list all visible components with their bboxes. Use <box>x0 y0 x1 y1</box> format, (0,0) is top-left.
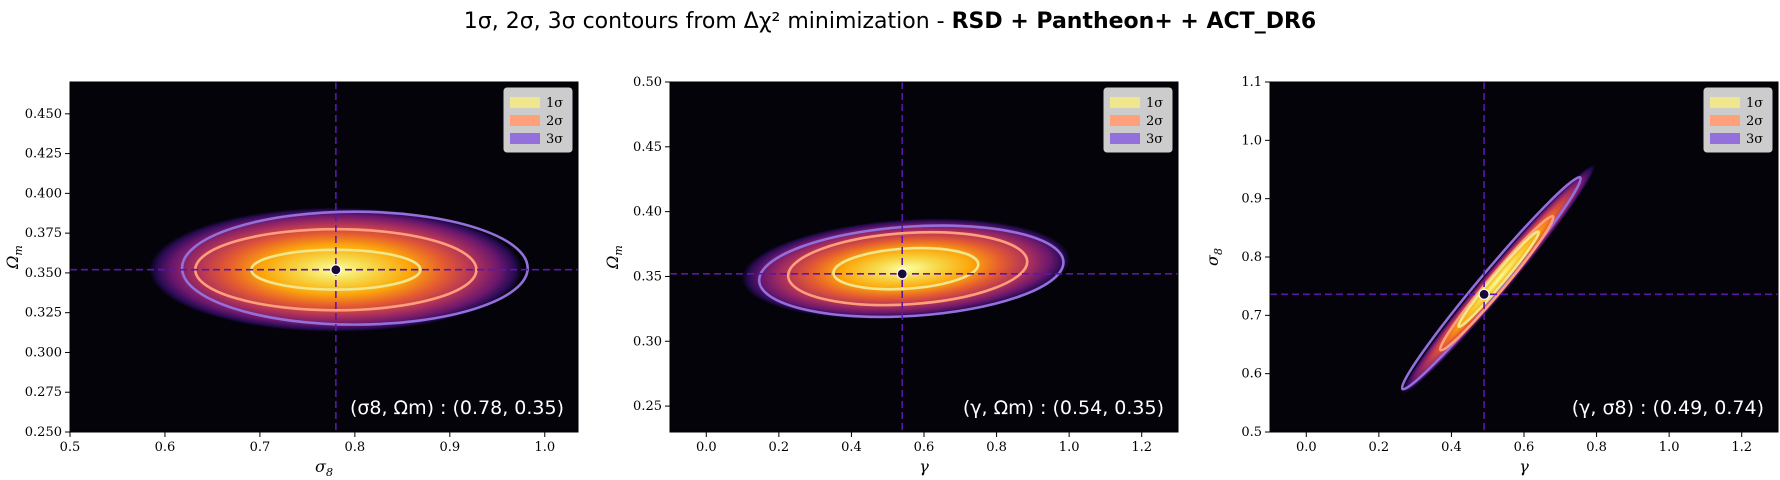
panel-2: 0.0 0.2 0.4 0.6 0.8 1.0 1.2 0.25 0.30 0.35 0.40 0.4… <box>603 75 1179 476</box>
title-prefix: 1σ, 2σ, 3σ contours from Δχ² minimizatio… <box>464 9 952 34</box>
y-tick-label: 0.450 <box>25 107 62 122</box>
x-tick-label: 1.0 <box>1059 440 1080 455</box>
x-tick-label: 0.4 <box>1441 440 1462 455</box>
contour-2sigma <box>1438 214 1555 352</box>
y-tick-label: 0.9 <box>1241 192 1262 207</box>
y-tick-label: 0.300 <box>25 345 62 360</box>
x-tick-label: 0.7 <box>250 440 271 455</box>
plot-frame <box>69 81 579 433</box>
y-axis-label: Ωm <box>3 245 25 270</box>
best-fit-point <box>896 268 908 280</box>
y-tick-label: 0.45 <box>633 140 662 155</box>
legend-label: 3σ <box>1746 132 1763 147</box>
x-tick-label: 0.6 <box>155 440 176 455</box>
legend-label: 3σ <box>1146 132 1163 147</box>
contour-1sigma <box>1457 230 1541 329</box>
legend-swatch <box>1710 115 1740 126</box>
legend-label: 2σ <box>1746 114 1763 129</box>
y-tick-label: 0.25 <box>633 399 662 414</box>
x-tick-label: 1.0 <box>1659 440 1680 455</box>
legend-swatch <box>510 133 540 144</box>
x-tick-label: 0.5 <box>60 440 81 455</box>
x-axis-label: σ8 <box>315 457 333 479</box>
best-fit-point <box>330 264 342 276</box>
legend-swatch <box>1110 133 1140 144</box>
x-tick-label: 1.0 <box>534 440 555 455</box>
legend-swatch <box>1710 97 1740 108</box>
best-fit-annotation: (σ8, Ωm) : (0.78, 0.35) <box>350 397 564 419</box>
panel-1: 0.5 0.6 0.7 0.8 0.9 1.0 0.250 0.275 0.300 0.325 0.… <box>3 81 579 479</box>
y-tick-label: 0.40 <box>633 205 662 220</box>
legend-swatch <box>1710 133 1740 144</box>
legend: 1σ 2σ 3σ <box>1103 87 1173 153</box>
x-tick-label: 0.0 <box>696 440 717 455</box>
x-tick-label: 0.9 <box>439 440 460 455</box>
y-tick-label: 1.1 <box>1241 75 1262 90</box>
y-tick-label: 0.425 <box>25 147 62 162</box>
y-tick-label: 0.375 <box>25 226 62 241</box>
x-tick-label: 0.0 <box>1296 440 1317 455</box>
likelihood-heatmap <box>741 218 1071 319</box>
y-tick-label: 1.0 <box>1241 133 1262 148</box>
title-dataset: RSD + Pantheon+ + ACT_DR6 <box>952 9 1317 34</box>
y-tick-label: 0.5 <box>1241 425 1262 440</box>
x-axis-label: γ <box>919 457 929 476</box>
likelihood-heatmap <box>1402 164 1596 394</box>
y-tick-label: 0.400 <box>25 186 62 201</box>
legend-swatch <box>1110 115 1140 126</box>
x-tick-label: 0.8 <box>1586 440 1607 455</box>
y-axis-label: σ8 <box>1203 248 1225 266</box>
x-tick-label: 0.8 <box>345 440 366 455</box>
best-fit-annotation: (γ, σ8) : (0.49, 0.74) <box>1572 397 1764 419</box>
legend-label: 2σ <box>546 114 563 129</box>
x-axis-label: γ <box>1519 457 1529 476</box>
legend-swatch <box>1110 97 1140 108</box>
y-tick-label: 0.35 <box>633 269 662 284</box>
legend-label: 1σ <box>1146 96 1163 111</box>
panel-3: 0.0 0.2 0.4 0.6 0.8 1.0 1.2 0.5 0.6 0.7 0.8 0.9 1.0 1… <box>1203 75 1779 476</box>
legend-swatch <box>510 115 540 126</box>
x-tick-label: 0.2 <box>1369 440 1390 455</box>
x-tick-label: 0.8 <box>986 440 1007 455</box>
x-tick-label: 0.2 <box>769 440 790 455</box>
x-tick-label: 1.2 <box>1731 440 1752 455</box>
y-tick-label: 0.30 <box>633 334 662 349</box>
contour-3sigma <box>180 210 529 326</box>
best-fit-point <box>1478 288 1490 300</box>
legend: 1σ 2σ 3σ <box>503 87 573 153</box>
y-tick-label: 0.50 <box>633 75 662 90</box>
contour-2sigma <box>786 230 1029 307</box>
y-tick-label: 0.325 <box>25 306 62 321</box>
contour-3sigma <box>757 224 1065 319</box>
legend-swatch <box>510 97 540 108</box>
contour-1sigma <box>832 246 980 291</box>
y-tick-label: 0.250 <box>25 425 62 440</box>
y-tick-label: 0.6 <box>1241 367 1262 382</box>
legend-label: 1σ <box>546 96 563 111</box>
legend-label: 3σ <box>546 132 563 147</box>
y-tick-label: 0.350 <box>25 266 62 281</box>
figure-title: 1σ, 2σ, 3σ contours from Δχ² minimizatio… <box>464 9 1316 34</box>
y-axis-label: Ωm <box>603 245 625 270</box>
legend: 1σ 2σ 3σ <box>1703 87 1773 153</box>
best-fit-annotation: (γ, Ωm) : (0.54, 0.35) <box>963 397 1164 419</box>
x-tick-label: 1.2 <box>1131 440 1152 455</box>
y-tick-label: 0.8 <box>1241 250 1262 265</box>
legend-label: 2σ <box>1146 114 1163 129</box>
legend-label: 1σ <box>1746 96 1763 111</box>
x-tick-label: 0.4 <box>841 440 862 455</box>
x-tick-label: 0.6 <box>914 440 935 455</box>
y-tick-label: 0.7 <box>1241 308 1262 323</box>
y-tick-label: 0.275 <box>25 385 62 400</box>
x-tick-label: 0.6 <box>1514 440 1535 455</box>
